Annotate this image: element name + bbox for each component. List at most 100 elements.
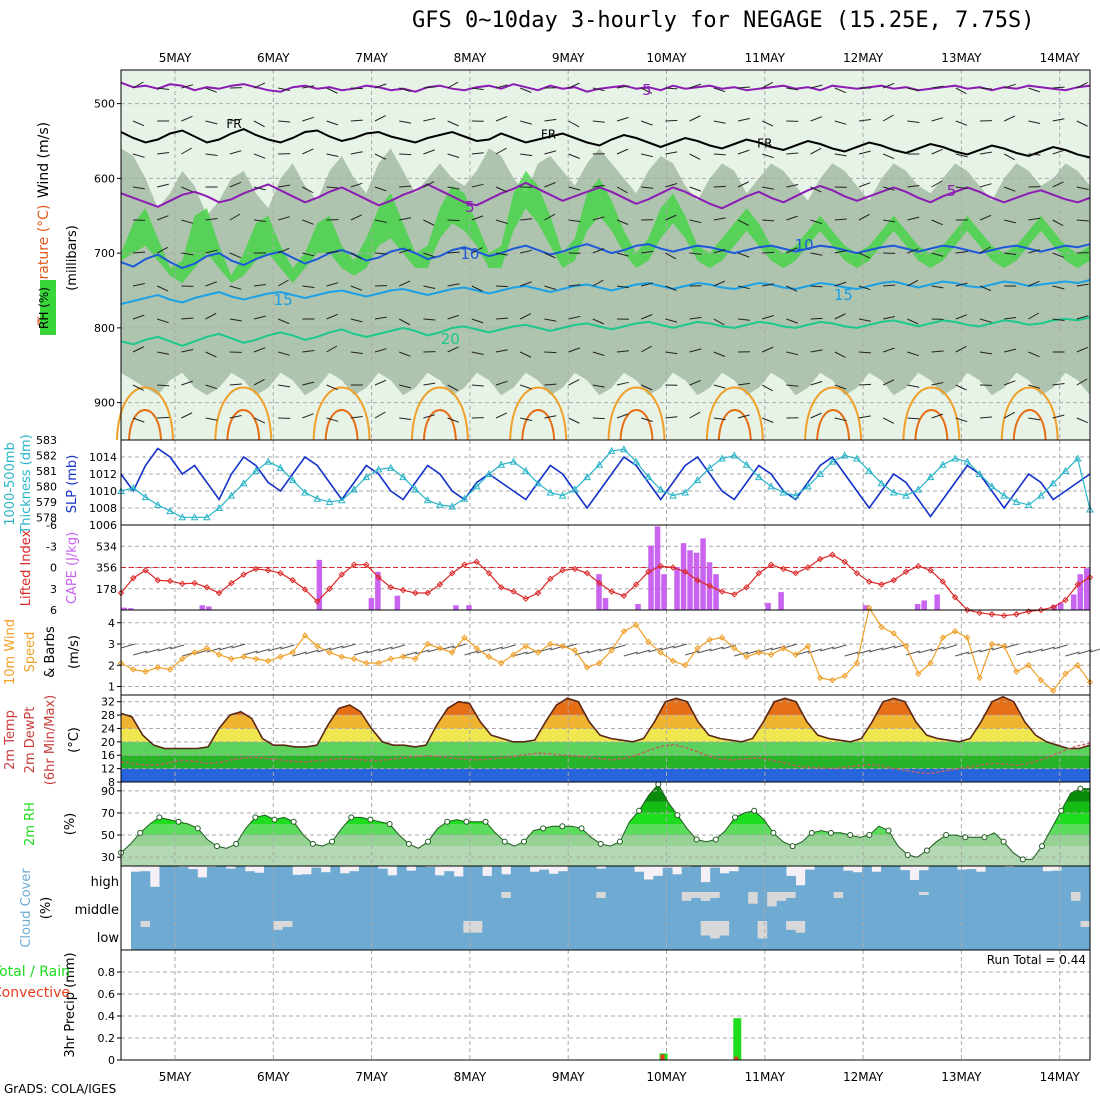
- li-point: [142, 567, 149, 574]
- thickness-point: [423, 496, 432, 504]
- wind-barb: [737, 86, 750, 89]
- wind-barb: [713, 351, 726, 357]
- cloud-bar: [567, 866, 578, 892]
- wind-barb: [786, 384, 799, 387]
- wind-barb: [979, 246, 991, 254]
- li-point: [915, 562, 922, 570]
- wind-barb: [181, 252, 194, 256]
- wind-speed-point: [1049, 687, 1057, 694]
- wind-barb: [1003, 153, 1016, 161]
- wind-barb: [834, 153, 847, 157]
- wind-barb: [181, 349, 194, 353]
- wind-barb: [229, 213, 241, 221]
- li-point: [1000, 612, 1008, 619]
- wind-barb: [810, 412, 822, 419]
- wind-barb: [979, 87, 992, 90]
- surface-wind-barb: [145, 648, 160, 654]
- wind-barb: [350, 285, 363, 291]
- cloud-bar: [301, 892, 312, 921]
- contour-label: 5: [465, 198, 475, 216]
- rh-point: [213, 843, 220, 850]
- cloud-bar: [615, 921, 626, 950]
- wind-barb: [302, 252, 315, 257]
- cloud-bar: [947, 892, 958, 921]
- wind-barb: [302, 148, 314, 155]
- cape-bar: [674, 567, 680, 610]
- wind-barb: [858, 383, 872, 386]
- rh-band: [121, 812, 1090, 824]
- wind-speed-point: [203, 645, 211, 652]
- surface-wind-barb: [157, 646, 172, 652]
- cloud-bar: [1071, 900, 1081, 921]
- rh2m-panel: 30 50 70 90 2m RH (%): [23, 781, 1091, 867]
- surface-wind-barb: [488, 646, 504, 652]
- li-point: [780, 565, 787, 573]
- cloud-bar: [225, 921, 236, 950]
- cloud-bar: [320, 892, 331, 921]
- cloud-bar: [900, 921, 910, 950]
- cloud-bar: [482, 875, 493, 892]
- cloud-bar: [453, 921, 464, 950]
- wind-barb: [592, 318, 604, 325]
- cloud-bar: [729, 871, 739, 892]
- thickness-point: [190, 513, 199, 521]
- cloud-bar: [643, 921, 654, 950]
- cloud-bar: [985, 866, 996, 892]
- cloud-bar: [396, 921, 407, 950]
- thickness-point: [276, 463, 285, 471]
- li-point: [988, 611, 996, 618]
- cloud-bar: [909, 921, 920, 950]
- surface-wind-barb: [243, 650, 258, 656]
- wind-barb: [689, 316, 702, 320]
- wind-barb: [689, 186, 702, 192]
- cloud-bar: [406, 921, 417, 950]
- cloud-level-middle: middle: [75, 903, 119, 918]
- tick-label: 1008: [89, 502, 117, 515]
- li-point: [326, 585, 333, 592]
- rh-band: [121, 784, 1090, 802]
- isotherm-line: [120, 81, 1091, 93]
- wind-speed-point: [767, 651, 775, 658]
- cape-bar: [921, 600, 927, 610]
- thickness-point: [301, 488, 309, 496]
- warm-isotherm: [509, 386, 568, 441]
- cloud-bar: [159, 921, 170, 950]
- day-label-bottom: 13MAY: [941, 1070, 982, 1084]
- wind-barb: [955, 120, 968, 126]
- wind-barb: [665, 119, 678, 122]
- cloud-bar: [301, 874, 312, 892]
- cloud-bar: [957, 921, 967, 950]
- cloud-bar: [662, 921, 673, 950]
- tick-label: 500: [94, 98, 115, 111]
- day-label-top: 9MAY: [552, 51, 585, 65]
- cloud-bar: [615, 866, 626, 892]
- cloud-bar: [140, 892, 151, 921]
- wind-speed-point: [816, 674, 824, 682]
- rh-point: [233, 840, 240, 847]
- rh-point: [847, 832, 854, 839]
- wind-speed-point: [301, 632, 309, 639]
- contour-label: 10: [795, 236, 814, 254]
- li-point: [571, 565, 579, 573]
- thickness-point: [877, 479, 886, 487]
- wind-barb: [592, 184, 605, 188]
- surface-wind-barb: [967, 649, 982, 655]
- cloud-bar: [368, 866, 379, 892]
- tick-label: 0: [108, 1054, 115, 1067]
- cloud-bar: [1061, 866, 1072, 892]
- wind-barb: [786, 152, 799, 155]
- wind-speed-point: [1013, 668, 1020, 675]
- cloud-bar: [178, 867, 189, 892]
- wind-speed-point: [755, 649, 763, 656]
- wind-speed-point: [510, 651, 517, 658]
- wind-barb: [278, 318, 290, 325]
- wind-barb: [641, 186, 654, 189]
- wind-barb: [520, 120, 532, 125]
- wind-barb: [1004, 219, 1016, 224]
- wind-barb: [132, 314, 145, 320]
- wind-barb: [931, 413, 944, 419]
- thickness-point: [203, 513, 211, 521]
- cloud-bar: [520, 866, 531, 892]
- surface-wind-barb: [991, 645, 1007, 651]
